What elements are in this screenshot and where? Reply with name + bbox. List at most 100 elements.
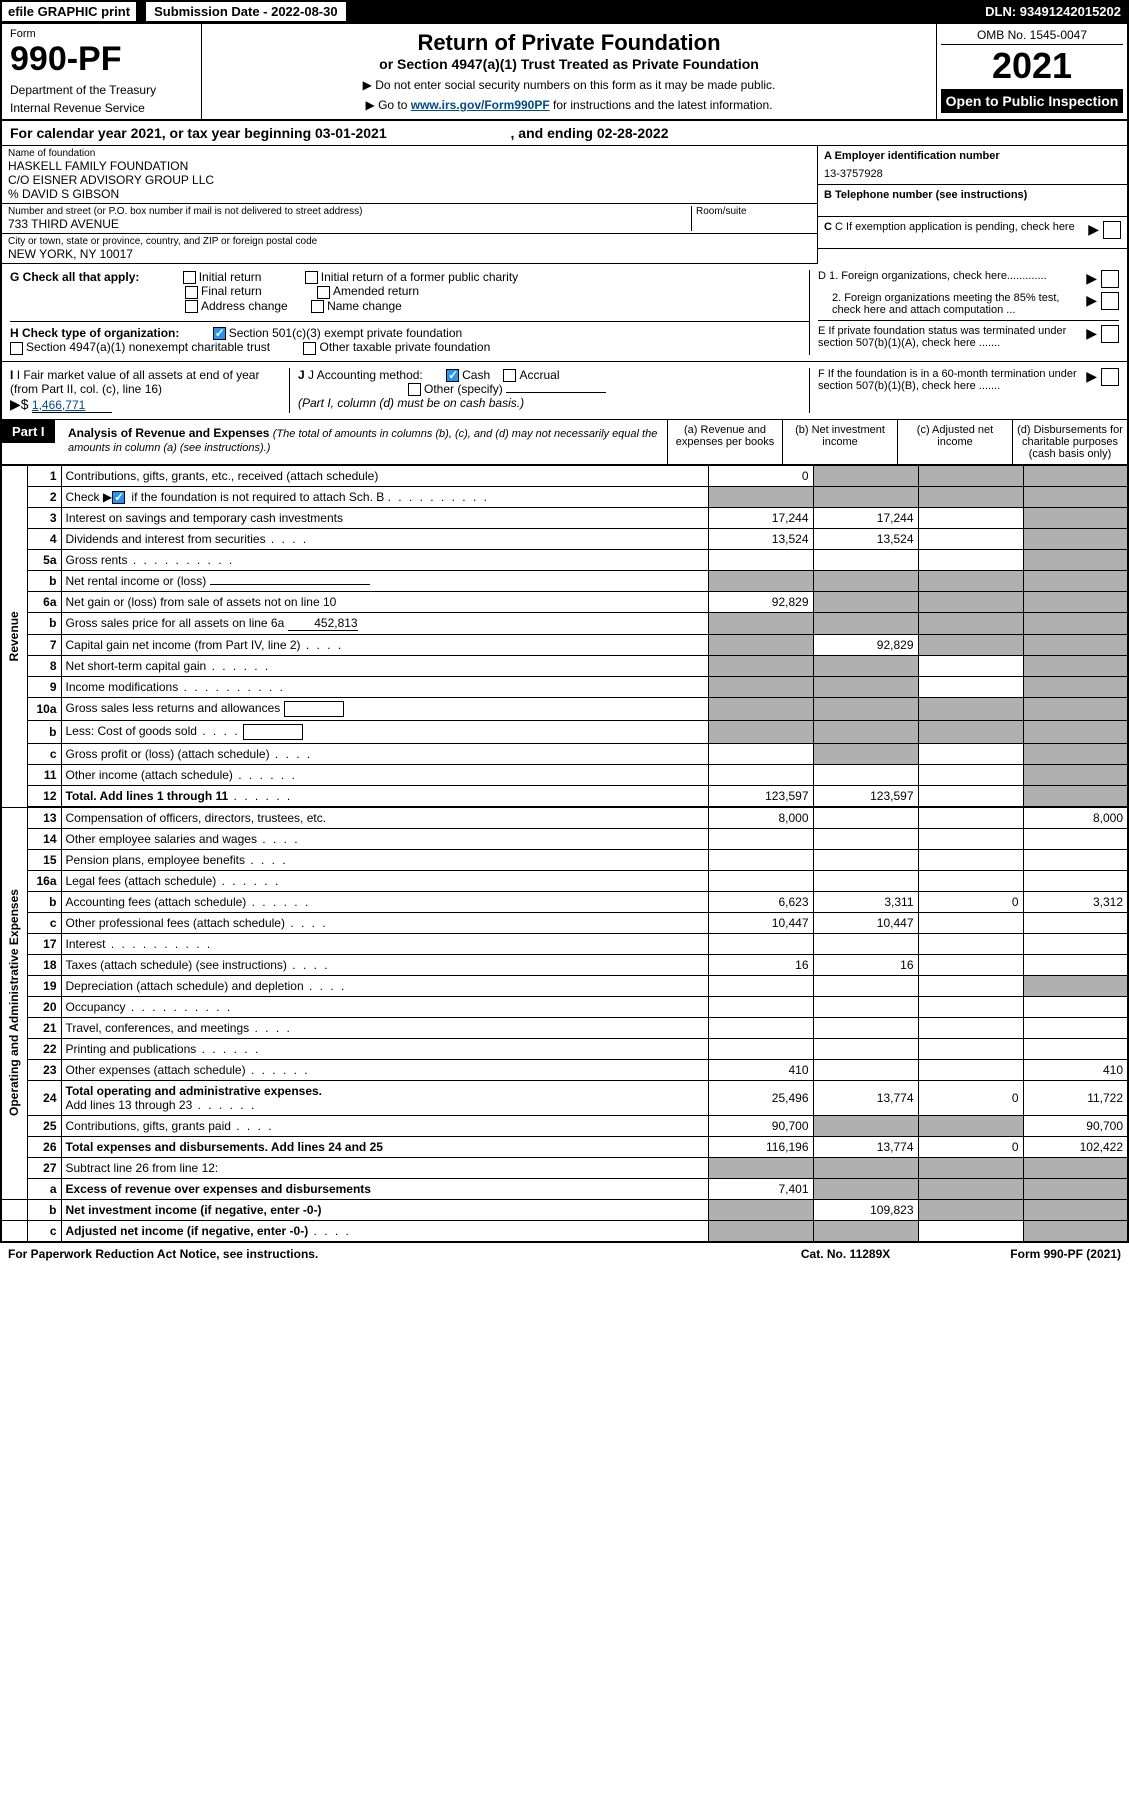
cat-no: Cat. No. 11289X — [801, 1247, 890, 1261]
telephone-row: B Telephone number (see instructions) — [818, 185, 1127, 217]
submission-date: Submission Date - 2022-08-30 — [144, 0, 348, 23]
501c3-checkbox[interactable] — [213, 327, 226, 340]
foundation-name-row: Name of foundation Haskell Family Founda… — [2, 146, 817, 204]
fmv-value: 1,466,771 — [32, 398, 112, 413]
line-9: 9 Income modifications — [1, 676, 1128, 697]
accrual-checkbox[interactable] — [503, 369, 516, 382]
line-13: Operating and Administrative Expenses 13… — [1, 807, 1128, 828]
line-6b: b Gross sales price for all assets on li… — [1, 612, 1128, 634]
ein-row: A Employer identification number 13-3757… — [818, 146, 1127, 185]
entity-info: Name of foundation Haskell Family Founda… — [0, 146, 1129, 264]
form-ref: Form 990-PF (2021) — [1010, 1247, 1121, 1261]
col-c-header: (c) Adjusted net income — [897, 420, 1012, 464]
address-change-checkbox[interactable] — [185, 300, 198, 313]
col-a-header: (a) Revenue and expenses per books — [667, 420, 782, 464]
name-change-checkbox[interactable] — [311, 300, 324, 313]
year-block: OMB No. 1545-0047 2021 Open to Public In… — [937, 24, 1127, 119]
line-1: Revenue 1 Contributions, gifts, grants, … — [1, 465, 1128, 486]
line-19: 19 Depreciation (attach schedule) and de… — [1, 975, 1128, 996]
line-14: 14 Other employee salaries and wages — [1, 828, 1128, 849]
g-row: G Check all that apply: Initial return I… — [10, 270, 809, 313]
form990pf-link[interactable]: www.irs.gov/Form990PF — [411, 98, 550, 112]
tax-year: 2021 — [941, 45, 1123, 87]
line-8: 8 Net short-term capital gain — [1, 655, 1128, 676]
city-row: City or town, state or province, country… — [2, 234, 817, 264]
e-checkbox[interactable] — [1101, 325, 1119, 343]
calendar-year-row: For calendar year 2021, or tax year begi… — [0, 121, 1129, 146]
other-method-checkbox[interactable] — [408, 383, 421, 396]
j-block: J J Accounting method: Cash Accrual Othe… — [290, 368, 809, 413]
line-7: 7 Capital gain net income (from Part IV,… — [1, 634, 1128, 655]
4947a1-checkbox[interactable] — [10, 342, 23, 355]
expenses-label: Operating and Administrative Expenses — [1, 807, 27, 1199]
address-row: Number and street (or P.O. box number if… — [2, 204, 817, 234]
line-27a: a Excess of revenue over expenses and di… — [1, 1178, 1128, 1199]
line-10b: b Less: Cost of goods sold — [1, 720, 1128, 743]
line-20: 20 Occupancy — [1, 996, 1128, 1017]
main-table: Revenue 1 Contributions, gifts, grants, … — [0, 465, 1129, 1243]
revenue-label: Revenue — [1, 465, 27, 807]
form-title-block: Return of Private Foundation or Section … — [202, 24, 937, 119]
efile-label: efile GRAPHIC print — [0, 0, 138, 23]
part1-label: Part I — [2, 420, 55, 443]
line-10c: c Gross profit or (loss) (attach schedul… — [1, 743, 1128, 764]
line-17: 17 Interest — [1, 933, 1128, 954]
form-header: Form 990-PF Department of the Treasury I… — [0, 22, 1129, 121]
i-block: I I Fair market value of all assets at e… — [10, 368, 290, 413]
line-22: 22 Printing and publications — [1, 1038, 1128, 1059]
paperwork-notice: For Paperwork Reduction Act Notice, see … — [8, 1247, 318, 1261]
instruction-1: ▶ Do not enter social security numbers o… — [208, 78, 930, 92]
form-title: Return of Private Foundation — [208, 30, 930, 56]
line-24: 24 Total operating and administrative ex… — [1, 1080, 1128, 1115]
line-5a: 5a Gross rents — [1, 549, 1128, 570]
line-25: 25 Contributions, gifts, grants paid 90,… — [1, 1115, 1128, 1136]
line-6a: 6a Net gain or (loss) from sale of asset… — [1, 591, 1128, 612]
other-taxable-checkbox[interactable] — [303, 342, 316, 355]
line-12: 12 Total. Add lines 1 through 11 123,597… — [1, 785, 1128, 806]
final-return-checkbox[interactable] — [185, 286, 198, 299]
form-label: Form — [10, 28, 193, 40]
col-b-header: (b) Net investment income — [782, 420, 897, 464]
cash-checkbox[interactable] — [446, 369, 459, 382]
instruction-2: ▶ Go to www.irs.gov/Form990PF for instru… — [208, 98, 930, 112]
d1-checkbox[interactable] — [1101, 270, 1119, 288]
line-27: 27 Subtract line 26 from line 12: — [1, 1157, 1128, 1178]
section-i-j-f: I I Fair market value of all assets at e… — [0, 362, 1129, 420]
line-16c: c Other professional fees (attach schedu… — [1, 912, 1128, 933]
line-10a: 10a Gross sales less returns and allowan… — [1, 697, 1128, 720]
line-27c: c Adjusted net income (if negative, ente… — [1, 1220, 1128, 1242]
footer: For Paperwork Reduction Act Notice, see … — [0, 1243, 1129, 1265]
section-g-h: G Check all that apply: Initial return I… — [0, 264, 1129, 362]
part1-title-block: Analysis of Revenue and Expenses (The to… — [62, 420, 667, 464]
f-checkbox[interactable] — [1101, 368, 1119, 386]
col-d-header: (d) Disbursements for charitable purpose… — [1012, 420, 1127, 464]
amended-checkbox[interactable] — [317, 286, 330, 299]
c-checkbox[interactable] — [1103, 221, 1121, 239]
part1-header-row: Part I Analysis of Revenue and Expenses … — [0, 420, 1129, 465]
line-5b: b Net rental income or (loss) — [1, 570, 1128, 591]
line-16a: 16a Legal fees (attach schedule) — [1, 870, 1128, 891]
d2-checkbox[interactable] — [1101, 292, 1119, 310]
omb-number: OMB No. 1545-0047 — [941, 28, 1123, 45]
line-11: 11 Other income (attach schedule) — [1, 764, 1128, 785]
line-27b: b Net investment income (if negative, en… — [1, 1199, 1128, 1220]
open-to-public: Open to Public Inspection — [941, 89, 1123, 113]
line-26: 26 Total expenses and disbursements. Add… — [1, 1136, 1128, 1157]
line-15: 15 Pension plans, employee benefits — [1, 849, 1128, 870]
initial-former-checkbox[interactable] — [305, 271, 318, 284]
irs-label: Internal Revenue Service — [10, 101, 193, 115]
line-16b: b Accounting fees (attach schedule) 6,62… — [1, 891, 1128, 912]
initial-return-checkbox[interactable] — [183, 271, 196, 284]
line-21: 21 Travel, conferences, and meetings — [1, 1017, 1128, 1038]
exemption-pending-row: C C If exemption application is pending,… — [818, 217, 1127, 249]
department: Department of the Treasury — [10, 83, 193, 97]
line-4: 4 Dividends and interest from securities… — [1, 528, 1128, 549]
sch-b-checkbox[interactable] — [112, 491, 125, 504]
line-23: 23 Other expenses (attach schedule) 410 … — [1, 1059, 1128, 1080]
line-3: 3 Interest on savings and temporary cash… — [1, 507, 1128, 528]
line-18: 18 Taxes (attach schedule) (see instruct… — [1, 954, 1128, 975]
h-row: H Check type of organization: Section 50… — [10, 321, 809, 355]
top-bar: efile GRAPHIC print Submission Date - 20… — [0, 0, 1129, 22]
dln: DLN: 93491242015202 — [985, 4, 1129, 19]
form-number: 990-PF — [10, 40, 193, 79]
